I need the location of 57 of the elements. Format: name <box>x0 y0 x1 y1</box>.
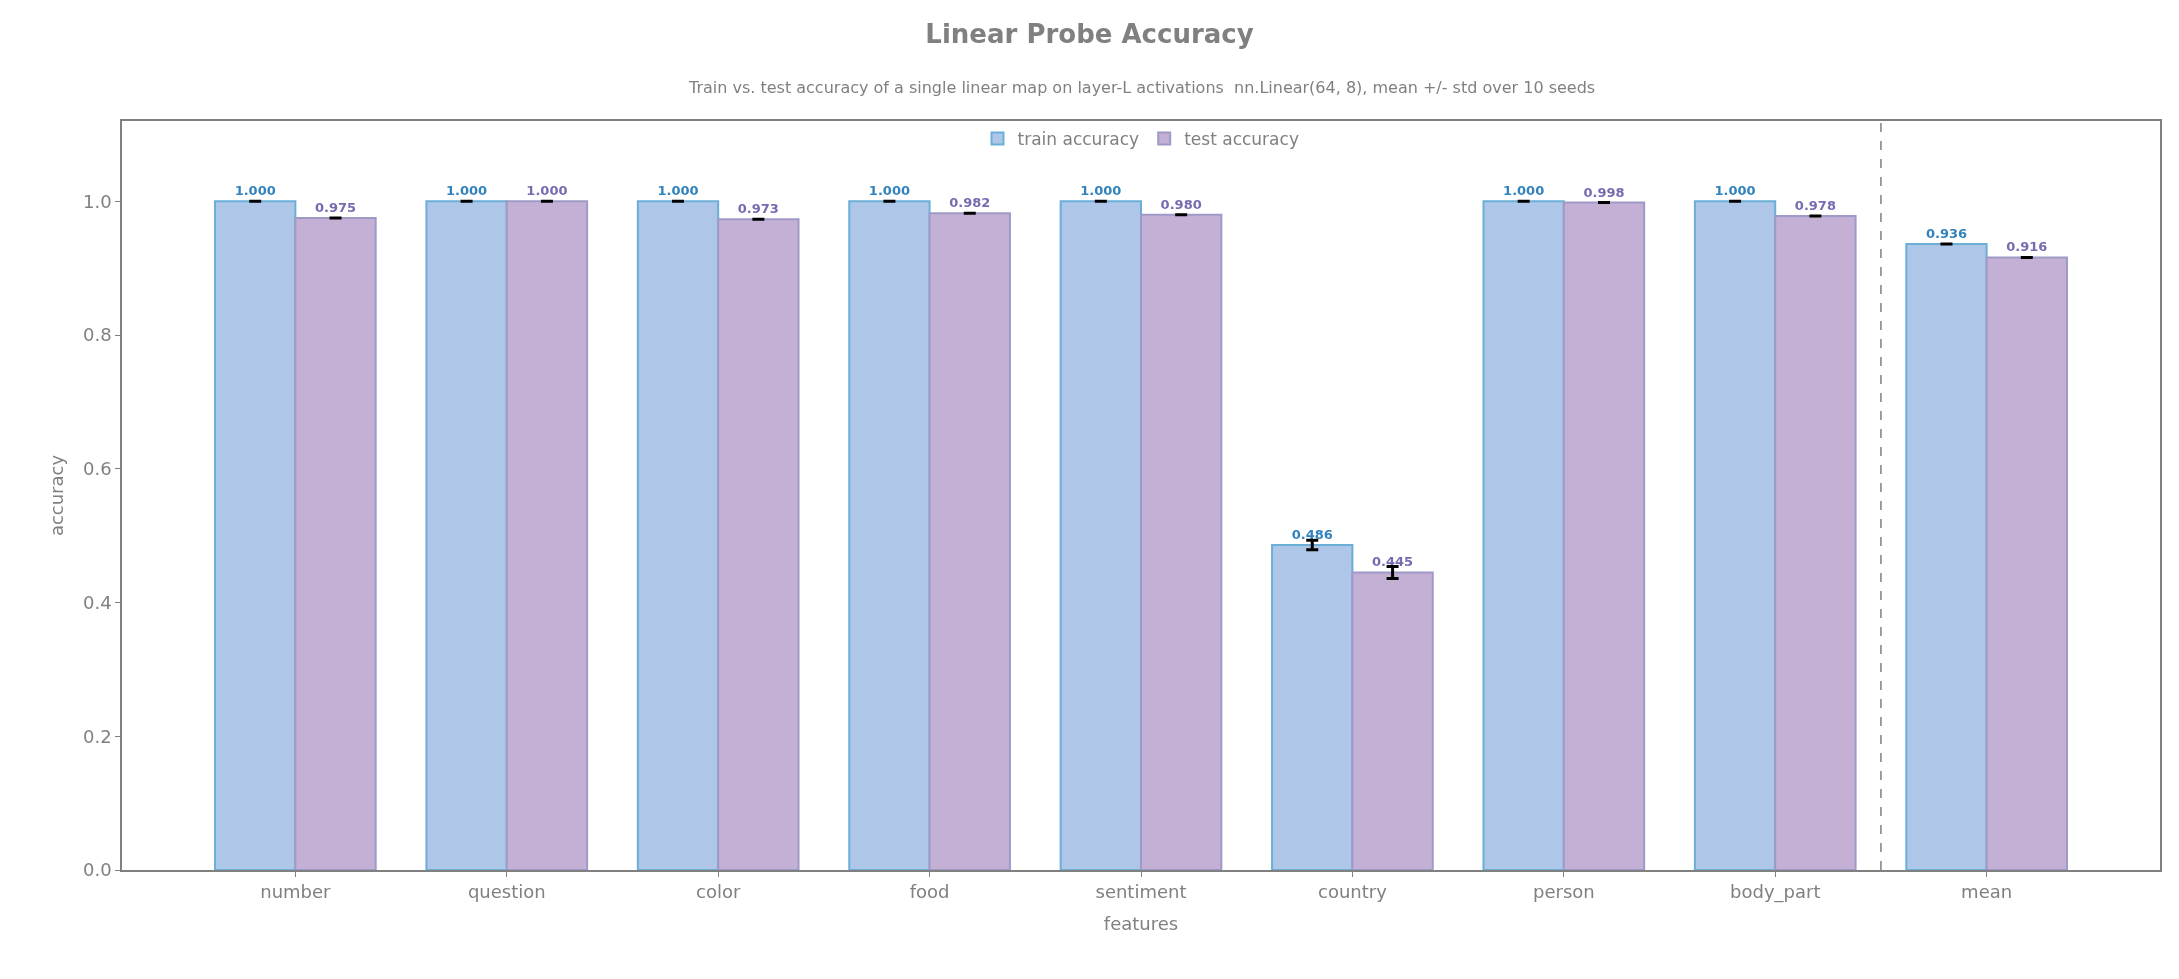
bar <box>1059 200 1142 870</box>
legend-label: test accuracy <box>1184 129 1299 150</box>
bar <box>425 200 508 870</box>
y-axis-title: accuracy <box>45 454 67 537</box>
bar <box>1562 201 1646 870</box>
x-tick-label: food <box>909 881 950 903</box>
data-label: 0.980 <box>1160 196 1202 212</box>
bar <box>1482 200 1565 870</box>
data-label: 0.975 <box>314 199 357 215</box>
y-tick-label: 1.0 <box>83 190 112 212</box>
data-label: 0.486 <box>1291 526 1333 542</box>
data-label: 1.000 <box>446 183 488 199</box>
data-label: 0.998 <box>1583 184 1625 200</box>
x-tick-label: mean <box>1961 881 2013 903</box>
bar <box>505 200 589 870</box>
bar <box>1905 243 1988 870</box>
data-label: 0.982 <box>949 195 991 211</box>
y-tick-label: 0.4 <box>83 591 112 613</box>
bar <box>1271 543 1354 870</box>
chart-subtitle: Train vs. test accuracy of a single linear map on layer-L activations nn.Linear(64, 8), mean +/- std over 10 seeds <box>688 78 1596 97</box>
data-label: 0.973 <box>737 201 779 217</box>
bar <box>848 200 931 870</box>
bar <box>1774 214 1857 870</box>
x-tick-label: country <box>1317 881 1388 903</box>
y-tick-label: 0.8 <box>83 324 112 346</box>
y-tick-label: 0.2 <box>83 725 112 747</box>
bar <box>294 216 377 870</box>
chart-title: Linear Probe Accuracy <box>925 19 1254 50</box>
x-tick-label: question <box>467 881 546 903</box>
data-label: 1.000 <box>234 183 276 199</box>
data-label: 0.916 <box>2006 239 2048 255</box>
data-label: 0.936 <box>1925 226 1968 242</box>
bar <box>1351 571 1434 870</box>
bar <box>214 200 297 870</box>
data-label: 1.000 <box>657 183 699 199</box>
x-axis-title: features <box>1103 912 1179 934</box>
bar <box>636 200 720 870</box>
bar <box>1140 213 1223 870</box>
x-tick-label: body_part <box>1730 881 1821 904</box>
data-label: 0.445 <box>1372 554 1414 570</box>
x-tick-label: color <box>696 881 741 903</box>
x-tick-label: sentiment <box>1095 881 1187 903</box>
x-tick-label: number <box>260 881 332 903</box>
bar <box>1985 256 2068 870</box>
data-label: 1.000 <box>1080 183 1122 199</box>
bar <box>928 212 1011 870</box>
data-label: 0.978 <box>1794 197 1836 213</box>
data-label: 1.000 <box>1503 183 1545 199</box>
data-label: 1.000 <box>1714 183 1756 199</box>
data-label: 1.000 <box>526 183 568 199</box>
data-label: 1.000 <box>868 183 910 199</box>
bar <box>1693 200 1777 870</box>
legend-label: train accuracy <box>1017 129 1140 150</box>
x-tick-label: person <box>1532 881 1595 903</box>
y-tick-label: 0.6 <box>83 458 112 480</box>
bar <box>717 218 800 870</box>
y-tick-label: 0.0 <box>83 859 112 881</box>
